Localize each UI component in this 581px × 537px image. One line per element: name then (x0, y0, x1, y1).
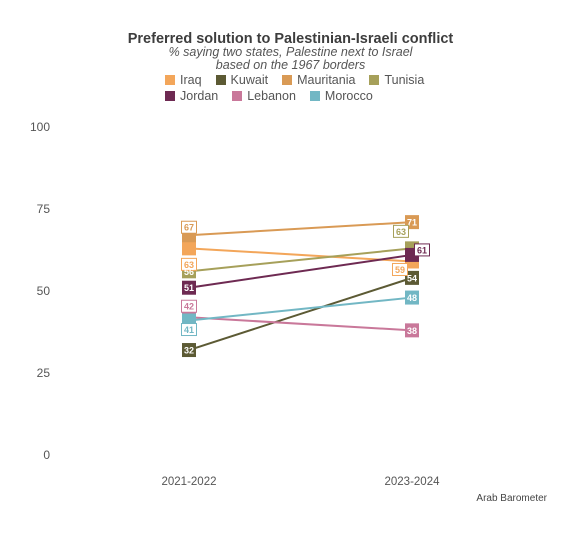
series-line-kuwait (188, 276, 413, 351)
chart-title: Preferred solution to Palestinian-Israel… (127, 31, 454, 47)
series-line-jordan (188, 253, 413, 289)
legend-label-morocco: Morocco (324, 89, 373, 103)
data-label-lebanon-2: 38 (407, 326, 417, 336)
data-label-iraq-1: 63 (184, 260, 194, 270)
chart-subtitle-line-2: based on the 1967 borders (215, 58, 366, 72)
series-line-lebanon (188, 316, 413, 332)
legend-item-kuwait: Kuwait (215, 73, 269, 87)
series-line-tunisia (188, 247, 413, 273)
data-label-jordan-1: 51 (184, 283, 194, 293)
legend-item-tunisia: Tunisia (369, 73, 424, 87)
legend-swatch-mauritania (282, 75, 293, 85)
source-note: Arab Barometer (476, 493, 547, 504)
data-label-box-lebanon-1 (181, 299, 197, 313)
legend-swatch-jordan (165, 91, 175, 101)
data-label-box-morocco-1 (181, 323, 197, 337)
legend-item-iraq: Iraq (165, 73, 202, 87)
data-label-tunisia-2: 63 (396, 227, 406, 237)
y-tick-label: 75 (37, 202, 51, 216)
data-label-box-iraq-2 (392, 262, 408, 276)
data-label-jordan-2: 61 (417, 245, 427, 255)
data-label-morocco-2: 48 (407, 293, 417, 303)
legend-item-mauritania: Mauritania (282, 73, 355, 87)
legend-swatch-iraq (165, 75, 175, 85)
legend-label-jordan: Jordan (180, 89, 219, 103)
marker-lebanon-2 (405, 323, 419, 338)
legend-row-2: Jordan Lebanon Morocco (165, 89, 373, 103)
y-tick-label: 100 (30, 120, 50, 134)
legend-swatch-kuwait (215, 75, 226, 85)
data-label-kuwait-2: 54 (407, 273, 417, 283)
legend-swatch-lebanon (232, 91, 243, 101)
data-label-mauritania-1: 67 (184, 223, 194, 233)
x-tick-label: 2021-2022 (162, 476, 217, 488)
marker-iraq-1 (182, 241, 196, 256)
legend-label-iraq: Iraq (180, 73, 202, 87)
legend-swatch-tunisia (369, 75, 380, 85)
legend-item-morocco: Morocco (309, 89, 373, 103)
y-tick-label: 25 (37, 366, 51, 380)
legend-swatch-morocco (309, 91, 320, 101)
x-tick-label: 2023-2024 (385, 476, 441, 488)
data-label-box-iraq-1 (181, 257, 197, 271)
legend-item-jordan: Jordan (165, 89, 218, 103)
data-label-lebanon-1: 42 (184, 302, 194, 312)
data-label-mauritania-2: 71 (407, 218, 417, 228)
legend-label-mauritania: Mauritania (297, 73, 356, 87)
series-line-iraq (188, 247, 413, 263)
marker-kuwait-1 (182, 343, 196, 358)
data-label-kuwait-1: 32 (184, 346, 194, 356)
legend-row-1: Iraq Kuwait Mauritania Tunisia (165, 73, 424, 87)
data-label-box-tunisia-2 (393, 224, 409, 238)
marker-jordan-1 (182, 280, 196, 295)
data-label-box-mauritania-1 (181, 220, 197, 234)
legend-label-tunisia: Tunisia (384, 73, 425, 87)
marker-kuwait-2 (405, 270, 419, 285)
series-line-morocco (188, 296, 413, 322)
marker-morocco-2 (405, 290, 419, 305)
legend-label-kuwait: Kuwait (230, 73, 269, 87)
chart-subtitle-line-1: % saying two states, Palestine next to I… (168, 45, 413, 59)
data-label-box-jordan-2 (414, 243, 430, 257)
data-label-morocco-1: 41 (184, 325, 194, 335)
y-tick-label: 0 (43, 448, 50, 462)
legend-label-lebanon: Lebanon (247, 89, 296, 103)
data-label-tunisia-1: 56 (184, 267, 194, 277)
series-line-mauritania (188, 221, 413, 237)
y-tick-label: 50 (37, 284, 51, 298)
data-label-iraq-2: 59 (395, 265, 405, 275)
legend-item-lebanon: Lebanon (232, 89, 296, 103)
